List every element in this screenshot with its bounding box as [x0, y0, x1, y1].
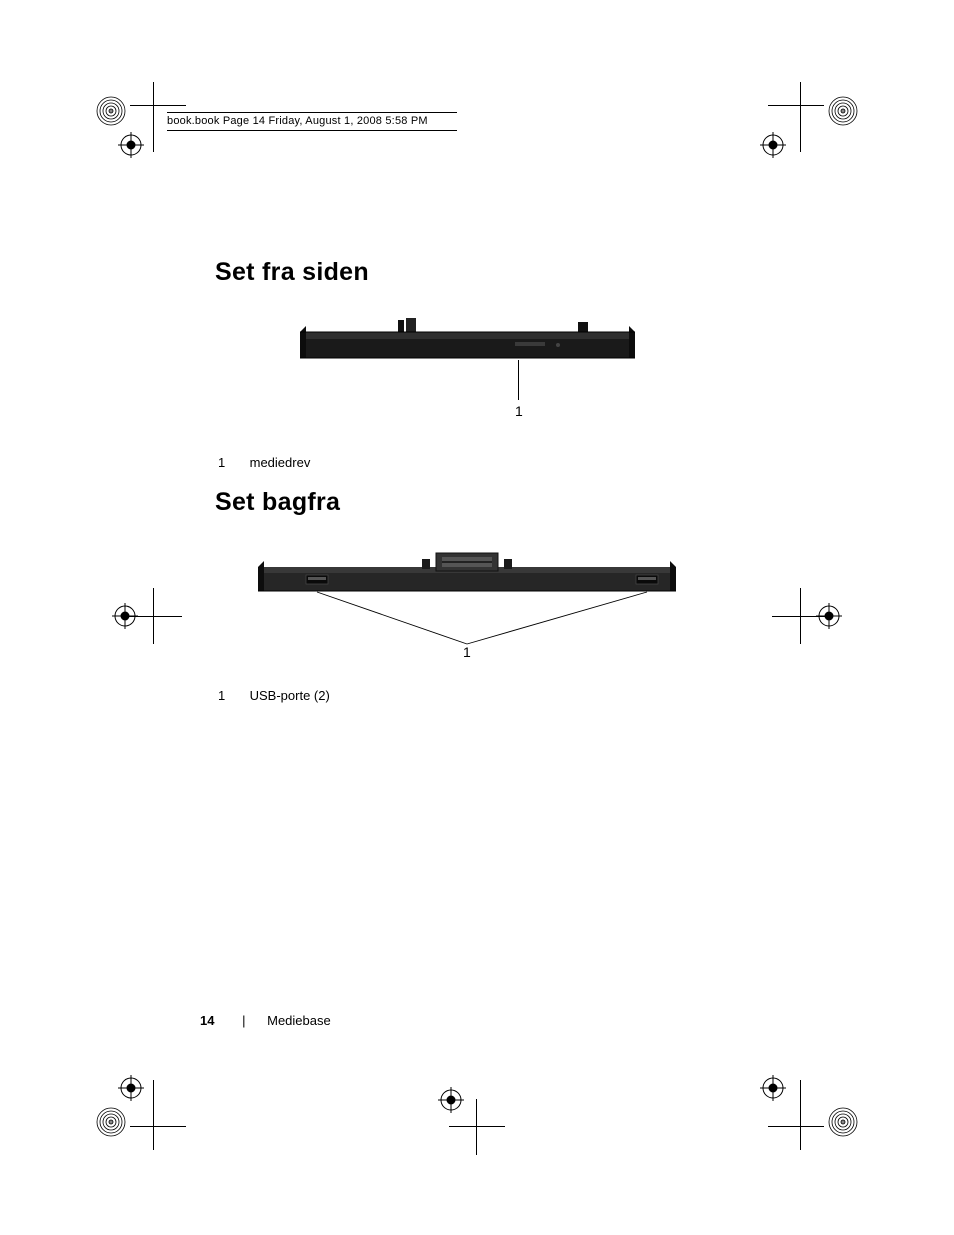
crop-line [768, 1126, 824, 1127]
registration-sphere-icon [96, 96, 126, 126]
page-footer: 14 | Mediebase [200, 1013, 331, 1028]
document-header-text: book.book Page 14 Friday, August 1, 2008… [167, 115, 428, 127]
callout-number: 1 [515, 403, 523, 419]
legend-number: 1 [218, 455, 246, 470]
document-header: book.book Page 14 Friday, August 1, 2008… [167, 115, 457, 127]
section2-heading: Set bagfra [215, 488, 340, 517]
crop-line [130, 1126, 186, 1127]
registration-target-icon [760, 132, 786, 158]
registration-sphere-icon [828, 1107, 858, 1137]
figure-side-view [300, 312, 635, 372]
page-number: 14 [200, 1013, 214, 1028]
crop-line [130, 105, 186, 106]
registration-target-icon [438, 1087, 464, 1113]
legend-number: 1 [218, 688, 246, 703]
section2-legend: 1 USB-porte (2) [218, 688, 330, 703]
footer-separator: | [242, 1013, 245, 1028]
registration-sphere-icon [96, 1107, 126, 1137]
registration-target-icon [816, 603, 842, 629]
crop-line [800, 82, 801, 152]
legend-text: USB-porte (2) [250, 688, 330, 703]
callout-number: 1 [463, 644, 471, 660]
registration-target-icon [118, 1075, 144, 1101]
crop-line [476, 1099, 477, 1155]
crop-line [153, 1080, 154, 1150]
registration-target-icon [118, 132, 144, 158]
crop-line [800, 1080, 801, 1150]
registration-target-icon [760, 1075, 786, 1101]
registration-sphere-icon [828, 96, 858, 126]
footer-section-name: Mediebase [267, 1013, 331, 1028]
page: book.book Page 14 Friday, August 1, 2008… [0, 0, 954, 1235]
crop-line [449, 1126, 505, 1127]
callout-leader [518, 360, 519, 400]
crop-line [768, 105, 824, 106]
crop-line [153, 82, 154, 152]
registration-target-icon [112, 603, 138, 629]
section1-legend: 1 mediedrev [218, 455, 310, 470]
section1-heading: Set fra siden [215, 258, 369, 287]
legend-text: mediedrev [250, 455, 311, 470]
